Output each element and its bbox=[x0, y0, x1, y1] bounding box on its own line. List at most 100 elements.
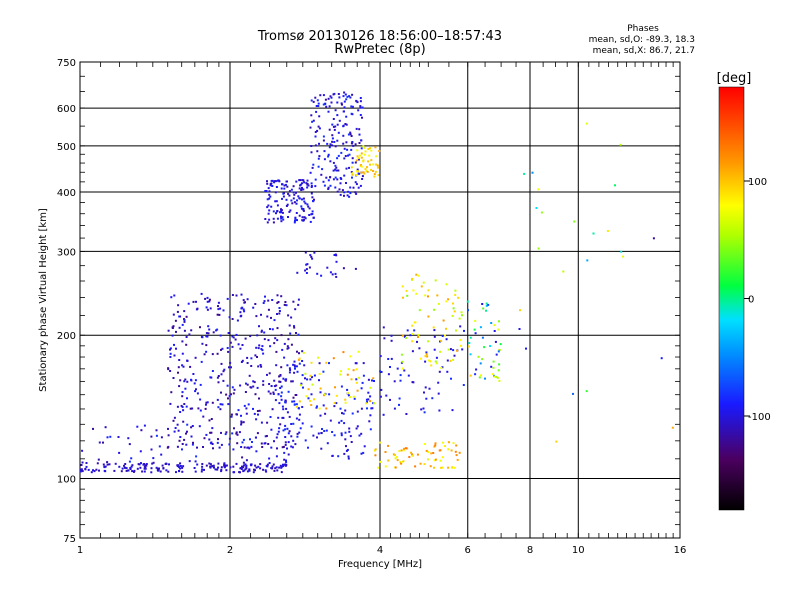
data-point bbox=[288, 194, 291, 197]
data-point bbox=[209, 307, 212, 310]
data-point bbox=[332, 118, 335, 120]
data-point bbox=[266, 315, 269, 318]
data-point bbox=[495, 375, 498, 378]
data-point bbox=[343, 422, 346, 425]
data-point bbox=[362, 171, 365, 174]
data-point bbox=[358, 434, 361, 437]
data-point bbox=[229, 341, 232, 344]
data-point bbox=[344, 123, 347, 125]
data-point bbox=[158, 445, 161, 448]
data-point bbox=[144, 466, 147, 469]
data-point bbox=[199, 383, 202, 386]
data-point bbox=[498, 363, 501, 366]
data-point bbox=[108, 463, 111, 466]
data-point bbox=[367, 398, 370, 401]
data-point bbox=[411, 277, 414, 280]
data-point bbox=[334, 386, 336, 389]
data-point bbox=[325, 176, 328, 179]
data-point bbox=[327, 155, 330, 158]
data-point bbox=[349, 133, 352, 136]
data-point bbox=[336, 178, 339, 181]
data-point bbox=[231, 335, 234, 338]
data-point bbox=[205, 344, 208, 347]
data-point bbox=[413, 329, 416, 332]
data-point bbox=[377, 466, 380, 469]
data-point bbox=[328, 362, 330, 365]
data-point bbox=[250, 445, 253, 448]
data-point bbox=[481, 303, 484, 305]
data-point bbox=[294, 365, 296, 368]
data-point bbox=[268, 462, 271, 464]
data-point bbox=[265, 464, 268, 467]
data-point bbox=[365, 402, 368, 405]
data-point bbox=[232, 471, 235, 474]
data-point bbox=[294, 394, 297, 396]
data-point bbox=[572, 392, 574, 395]
data-point bbox=[255, 315, 258, 318]
data-point bbox=[326, 266, 329, 269]
data-point bbox=[176, 405, 179, 408]
data-point bbox=[360, 407, 363, 410]
data-point bbox=[282, 218, 285, 221]
data-point bbox=[242, 464, 245, 467]
data-point bbox=[496, 376, 499, 379]
data-point bbox=[294, 443, 297, 446]
data-point bbox=[555, 440, 558, 443]
data-point bbox=[278, 375, 281, 378]
data-point bbox=[423, 463, 426, 466]
data-point bbox=[363, 445, 366, 448]
data-point bbox=[276, 217, 279, 220]
data-point bbox=[267, 204, 270, 207]
data-point bbox=[452, 349, 455, 352]
data-point bbox=[374, 454, 377, 457]
data-point bbox=[303, 216, 306, 219]
data-point bbox=[318, 379, 320, 382]
data-point bbox=[275, 212, 277, 215]
data-point bbox=[278, 310, 281, 312]
data-point bbox=[184, 387, 187, 390]
data-point bbox=[260, 348, 263, 350]
data-point bbox=[301, 219, 304, 222]
data-point bbox=[81, 470, 84, 473]
data-point bbox=[336, 101, 339, 104]
data-point bbox=[305, 395, 308, 398]
data-point bbox=[217, 462, 220, 465]
data-point bbox=[347, 394, 350, 397]
data-point bbox=[281, 446, 284, 449]
data-point bbox=[351, 173, 354, 176]
data-point bbox=[85, 465, 88, 468]
data-point bbox=[398, 403, 400, 406]
data-point bbox=[298, 357, 301, 360]
data-point bbox=[314, 185, 317, 188]
data-point bbox=[181, 395, 184, 398]
data-point bbox=[273, 440, 275, 443]
data-point bbox=[447, 348, 450, 351]
data-point bbox=[359, 105, 362, 108]
data-point bbox=[211, 465, 214, 468]
data-point bbox=[362, 374, 365, 377]
data-point bbox=[279, 374, 282, 376]
data-point bbox=[174, 427, 177, 429]
data-point bbox=[219, 403, 222, 406]
data-point bbox=[243, 310, 246, 313]
data-point bbox=[190, 378, 192, 381]
data-point bbox=[266, 180, 268, 183]
data-point bbox=[378, 150, 381, 152]
data-point bbox=[296, 219, 298, 222]
data-point bbox=[207, 325, 210, 328]
data-point bbox=[373, 175, 376, 178]
data-point bbox=[106, 463, 109, 466]
data-point bbox=[360, 147, 363, 150]
data-point bbox=[420, 285, 423, 288]
data-point bbox=[671, 426, 674, 429]
data-point bbox=[278, 312, 281, 315]
data-point bbox=[267, 339, 270, 342]
data-point bbox=[144, 464, 147, 467]
data-point bbox=[177, 371, 179, 374]
data-point bbox=[351, 412, 354, 415]
data-point bbox=[619, 143, 622, 146]
data-point bbox=[327, 97, 330, 100]
data-point bbox=[562, 270, 565, 273]
data-point bbox=[181, 448, 183, 451]
data-point bbox=[442, 441, 445, 444]
